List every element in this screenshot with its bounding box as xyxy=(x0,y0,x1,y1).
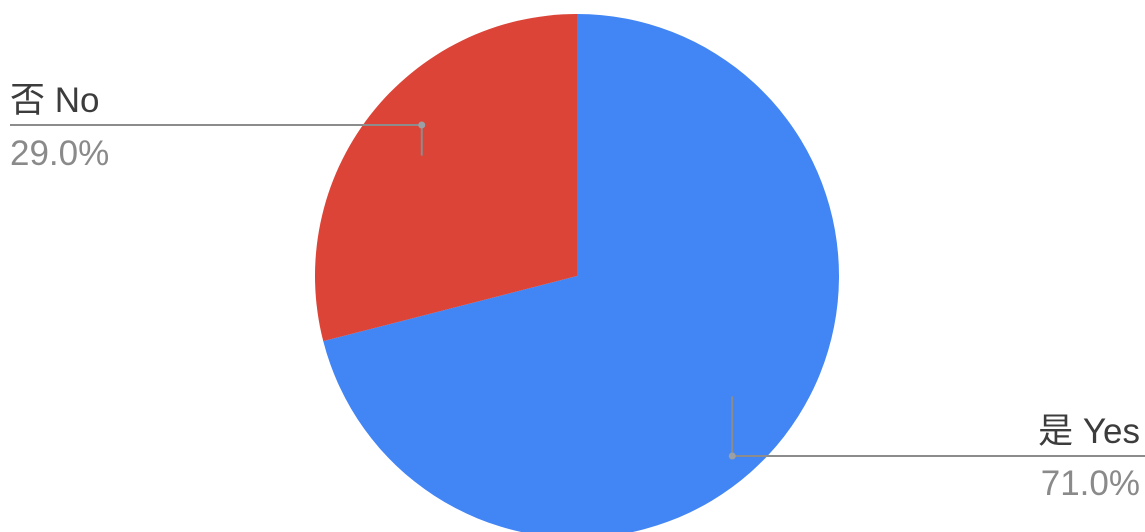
slice-value-no: 29.0% xyxy=(10,134,109,173)
callout-dot-no xyxy=(418,121,426,129)
slice-label-yes: 是 Yes xyxy=(1038,412,1140,451)
pie-callouts: 是 Yes 71.0% 否 No 29.0% xyxy=(10,81,1145,503)
pie-slices xyxy=(314,14,839,532)
pie-slice-yes[interactable] xyxy=(323,14,839,532)
callout-dot-yes xyxy=(728,452,736,460)
slice-value-yes: 71.0% xyxy=(1041,464,1140,503)
slice-label-no: 否 No xyxy=(10,81,99,120)
pie-slice-no[interactable] xyxy=(314,14,577,342)
